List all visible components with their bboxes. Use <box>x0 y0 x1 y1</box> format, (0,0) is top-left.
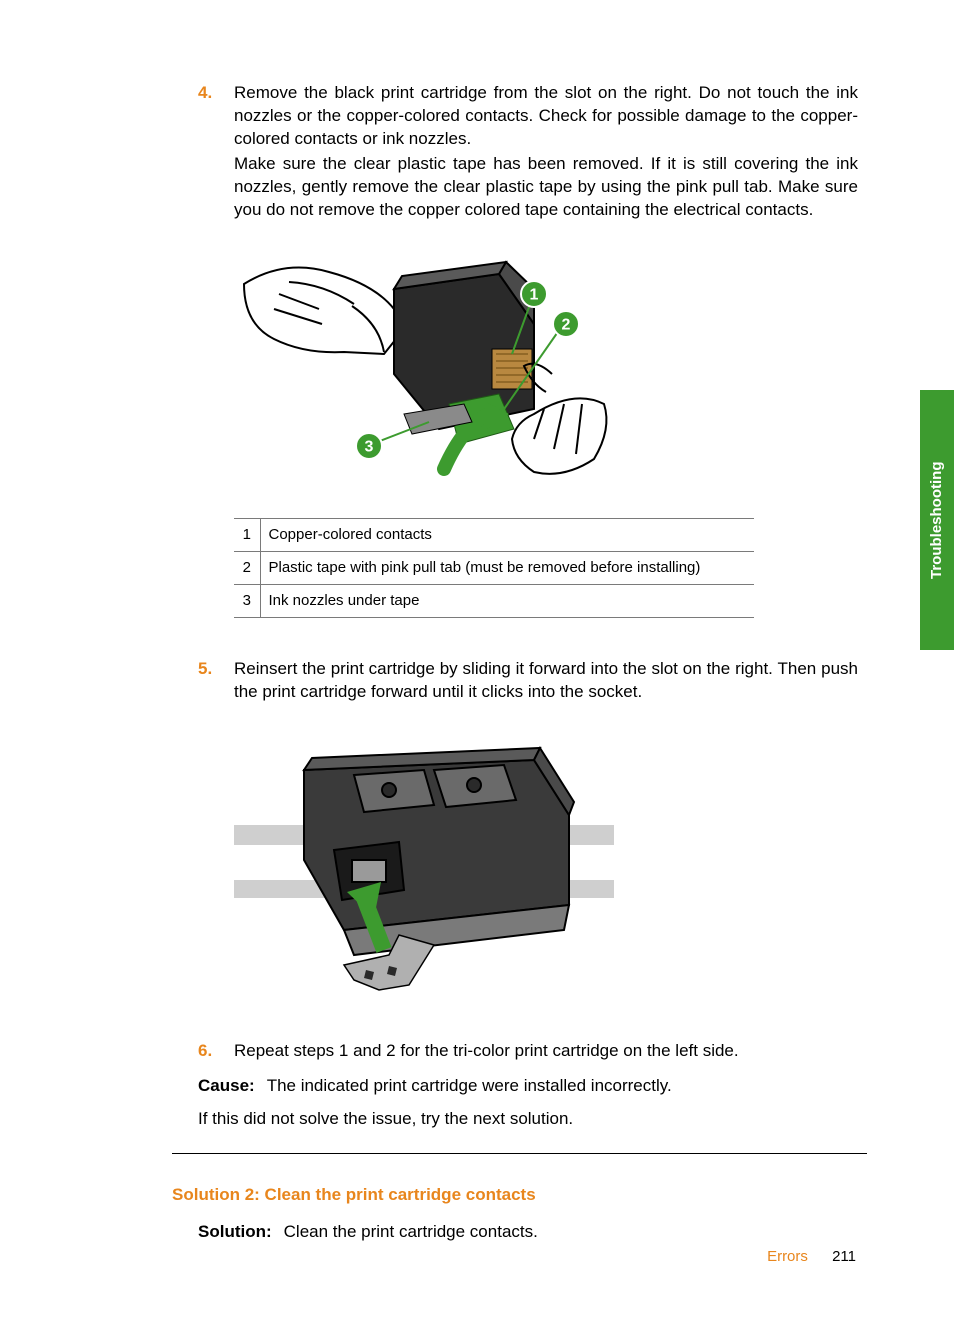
legend-text: Plastic tape with pink pull tab (must be… <box>260 551 754 584</box>
step-5-text: Reinsert the print cartridge by sliding … <box>234 658 858 706</box>
footer-section: Errors <box>767 1248 828 1265</box>
figure-reinsert-cartridge <box>234 730 614 1000</box>
solution-2-heading: Solution 2: Clean the print cartridge co… <box>172 1184 858 1207</box>
legend-num: 1 <box>234 518 260 551</box>
step-4-para-1: Remove the black print cartridge from th… <box>234 82 858 151</box>
solution-text: Clean the print cartridge contacts. <box>284 1222 538 1241</box>
step-4: 4. Remove the black print cartridge from… <box>198 82 858 224</box>
page-content: 4. Remove the black print cartridge from… <box>198 82 858 1254</box>
legend-row: 3 Ink nozzles under tape <box>234 585 754 618</box>
legend-row: 2 Plastic tape with pink pull tab (must … <box>234 551 754 584</box>
callout-2: 2 <box>562 316 571 333</box>
step-5-para-1: Reinsert the print cartridge by sliding … <box>234 658 858 704</box>
step-5-number: 5. <box>198 658 234 706</box>
legend-row: 1 Copper-colored contacts <box>234 518 754 551</box>
section-divider <box>172 1153 867 1154</box>
step-4-para-2: Make sure the clear plastic tape has bee… <box>234 153 858 222</box>
legend-text: Copper-colored contacts <box>260 518 754 551</box>
cause-label: Cause: <box>198 1076 267 1095</box>
step-4-number: 4. <box>198 82 234 224</box>
page-footer: Errors 211 <box>767 1247 856 1267</box>
chapter-tab: Troubleshooting <box>920 390 954 650</box>
footer-page-number: 211 <box>832 1248 856 1265</box>
step-6: 6. Repeat steps 1 and 2 for the tri-colo… <box>198 1040 858 1065</box>
figure-legend-table: 1 Copper-colored contacts 2 Plastic tape… <box>234 518 754 619</box>
legend-text: Ink nozzles under tape <box>260 585 754 618</box>
solution-line: Solution:Clean the print cartridge conta… <box>198 1221 858 1244</box>
legend-num: 2 <box>234 551 260 584</box>
legend-num: 3 <box>234 585 260 618</box>
callout-1: 1 <box>530 286 539 303</box>
try-next-text: If this did not solve the issue, try the… <box>198 1108 858 1131</box>
solution-label: Solution: <box>198 1222 284 1241</box>
cause-line: Cause:The indicated print cartridge were… <box>198 1075 858 1098</box>
step-6-para-1: Repeat steps 1 and 2 for the tri-color p… <box>234 1040 858 1063</box>
cause-text: The indicated print cartridge were insta… <box>267 1076 672 1095</box>
step-4-text: Remove the black print cartridge from th… <box>234 82 858 224</box>
step-6-text: Repeat steps 1 and 2 for the tri-color p… <box>234 1040 858 1065</box>
callout-3: 3 <box>365 438 374 455</box>
figure-cartridge-tape: 1 2 3 <box>234 254 614 502</box>
step-5: 5. Reinsert the print cartridge by slidi… <box>198 658 858 706</box>
step-6-number: 6. <box>198 1040 234 1065</box>
